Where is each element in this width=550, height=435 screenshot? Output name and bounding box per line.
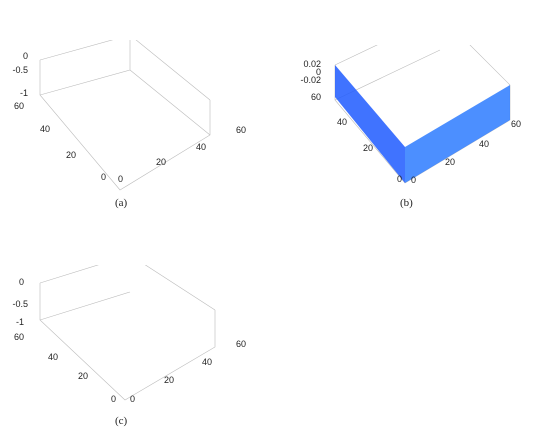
y-tick: 20 <box>66 150 76 160</box>
x-tick: 20 <box>445 157 455 167</box>
x-tick: 20 <box>156 157 166 167</box>
x-tick: 60 <box>236 125 246 135</box>
surface-plot-c: 0 -0.5 -1 60 40 20 0 0 20 40 60 <box>12 265 246 404</box>
surface-mesh-b <box>335 65 510 183</box>
y-tick: 20 <box>363 143 373 153</box>
x-tick: 60 <box>236 339 246 349</box>
caption-b: (b) <box>400 197 413 209</box>
y-tick: 40 <box>40 124 50 134</box>
surface-side-left <box>335 65 405 183</box>
z-tick: 0 <box>19 277 24 287</box>
caption-a: (a) <box>115 197 128 209</box>
x-tick: 0 <box>118 174 123 184</box>
z-tick: -1 <box>20 88 28 98</box>
y-ticks-a: 60 40 20 0 <box>14 101 106 182</box>
x-tick: 0 <box>130 394 135 404</box>
x-tick: 60 <box>511 119 521 129</box>
x-tick: 40 <box>202 357 212 367</box>
z-tick: -1 <box>16 317 24 327</box>
y-tick: 20 <box>78 371 88 381</box>
y-tick: 60 <box>14 332 24 342</box>
x-tick: 40 <box>196 142 206 152</box>
y-ticks-c: 60 40 20 0 <box>14 332 116 404</box>
z-tick: -0.5 <box>12 299 28 309</box>
y-tick: 0 <box>111 394 116 404</box>
axes-box-a <box>39 40 211 191</box>
x-tick: 20 <box>164 375 174 385</box>
y-tick: 0 <box>397 174 402 184</box>
z-tick: 0 <box>316 67 321 77</box>
y-tick: 60 <box>311 92 321 102</box>
x-ticks-a: 0 20 40 60 <box>118 125 246 184</box>
caption-c: (c) <box>115 415 128 427</box>
y-tick: 0 <box>101 172 106 182</box>
surface-plot-a: 0 -0.5 -1 60 40 20 0 0 20 40 60 <box>12 40 246 191</box>
y-tick: 40 <box>337 117 347 127</box>
z-tick: -0.02 <box>300 75 321 85</box>
x-ticks-c: 0 20 40 60 <box>130 339 246 404</box>
surface-plot-b: 0.02 0 -0.02 60 40 20 0 0 20 40 60 <box>300 45 521 185</box>
z-ticks-b: 0.02 0 -0.02 <box>300 59 321 85</box>
y-tick: 40 <box>48 352 58 362</box>
z-ticks-a: 0 -0.5 -1 <box>12 51 28 98</box>
z-tick: -0.5 <box>12 65 28 75</box>
surface-side-right <box>405 85 510 183</box>
x-tick: 40 <box>479 139 489 149</box>
y-ticks-b: 60 40 20 0 <box>311 92 402 184</box>
y-tick: 60 <box>14 101 24 111</box>
x-tick: 0 <box>411 175 416 185</box>
z-tick: 0 <box>23 51 28 61</box>
x-ticks-b: 0 20 40 60 <box>411 119 521 185</box>
axes-box-c <box>39 265 216 401</box>
z-tick: 0.02 <box>303 59 321 69</box>
z-ticks-c: 0 -0.5 -1 <box>12 277 28 327</box>
